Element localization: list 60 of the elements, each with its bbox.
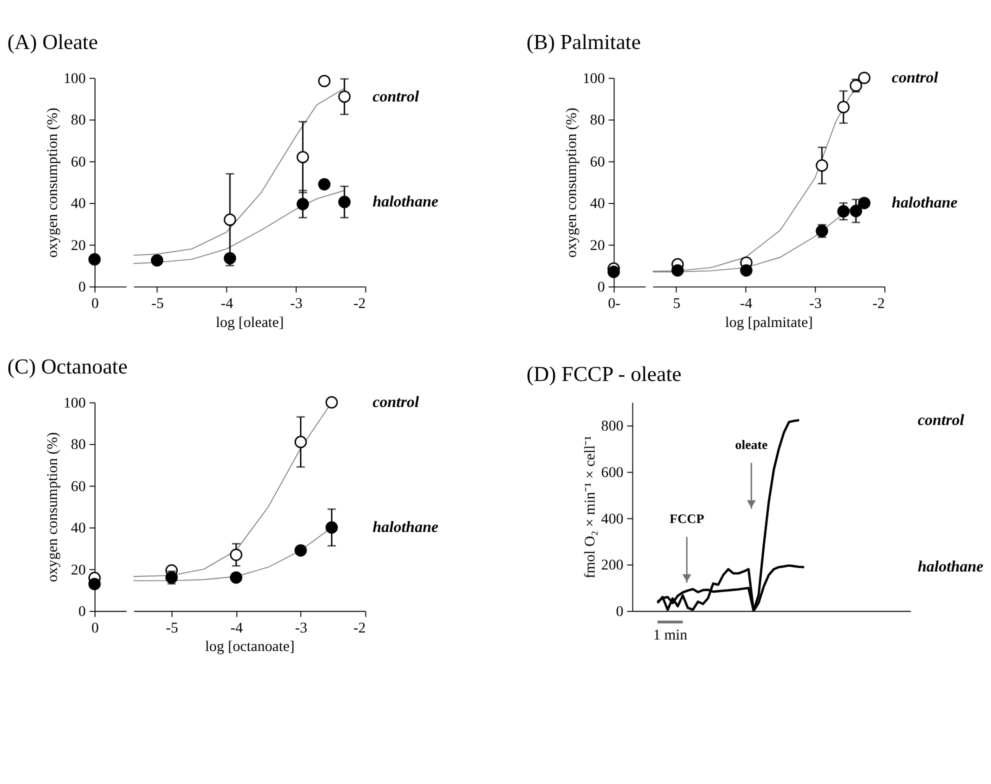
y-tick-label: 0 — [78, 280, 86, 296]
x-tick-label: 0 — [91, 296, 99, 312]
y-axis-title: oxygen consumption (%) — [45, 432, 62, 582]
y-tick-label: 600 — [601, 464, 624, 481]
chart-title: (A) Oleate — [7, 30, 98, 54]
text: control — [918, 412, 965, 429]
y-tick-label: 60 — [590, 154, 605, 170]
text: halothane — [372, 519, 438, 536]
y-tick-label: 0 — [78, 604, 86, 620]
text: 1 min — [653, 628, 688, 644]
x-axis-title: log [palmitate] — [725, 314, 813, 331]
y-tick-label: 80 — [590, 112, 605, 129]
text: control — [372, 394, 420, 411]
x-tick-label: -4 — [740, 296, 753, 312]
y-tick-label: 0 — [616, 604, 624, 620]
chart-title: (D) FCCP - oleate — [526, 362, 682, 386]
y-tick-label: 100 — [64, 70, 86, 87]
x-tick-label: -4 — [230, 620, 244, 637]
x-tick-label: -4 — [220, 296, 234, 312]
y-tick-label: 20 — [590, 238, 605, 254]
x-tick-label: 0- — [608, 296, 620, 312]
text: halothane — [918, 558, 984, 576]
y-tick-label: 400 — [601, 511, 624, 528]
x-axis-title: log [oleate] — [216, 314, 284, 331]
x-tick-label: 5 — [672, 296, 680, 312]
y-tick-label: 0 — [597, 280, 605, 296]
y-tick-label: 40 — [590, 196, 605, 212]
y-axis-title: oxygen consumption (%) — [45, 108, 62, 258]
y-tick-label: 100 — [582, 70, 605, 87]
x-tick-label: -3 — [294, 620, 308, 637]
x-tick-label: -3 — [290, 296, 303, 312]
y-tick-label: 200 — [601, 558, 624, 574]
series-label: halothane — [372, 194, 438, 211]
x-tick-label: -2 — [353, 620, 366, 637]
x-tick-label: -2 — [872, 296, 885, 312]
series-label: control — [372, 88, 420, 106]
x-tick-label: -5 — [151, 296, 164, 312]
y-tick-label: 80 — [70, 437, 86, 454]
y-tick-label: 60 — [70, 154, 86, 170]
chart-title: (C) Octanoate — [7, 354, 128, 379]
y-axis-title: oxygen consumption (%) — [564, 108, 580, 258]
y-tick-label: 40 — [70, 520, 86, 537]
x-axis-title: log [octanoate] — [205, 639, 295, 656]
y-tick-label: 20 — [70, 562, 86, 578]
annotation: FCCP — [670, 510, 704, 526]
y-tick-label: 80 — [70, 112, 86, 129]
annotation: oleate — [735, 436, 768, 452]
x-tick-label: -3 — [809, 296, 822, 312]
x-tick-label: -5 — [166, 620, 178, 637]
series-label: control — [892, 70, 939, 87]
chart-title: (B) Palmitate — [526, 30, 641, 54]
y-tick-label: 800 — [601, 418, 624, 435]
x-tick-label: 0 — [91, 620, 99, 637]
y-tick-label: 20 — [70, 238, 86, 254]
y-tick-label: 40 — [70, 196, 86, 212]
series-label: halothane — [892, 194, 958, 212]
y-axis-title: fmol O₂ × min⁻¹ × cell⁻¹ — [582, 436, 599, 578]
y-tick-label: 60 — [70, 478, 86, 495]
x-tick-label: -2 — [353, 296, 366, 312]
y-tick-label: 100 — [64, 395, 86, 412]
